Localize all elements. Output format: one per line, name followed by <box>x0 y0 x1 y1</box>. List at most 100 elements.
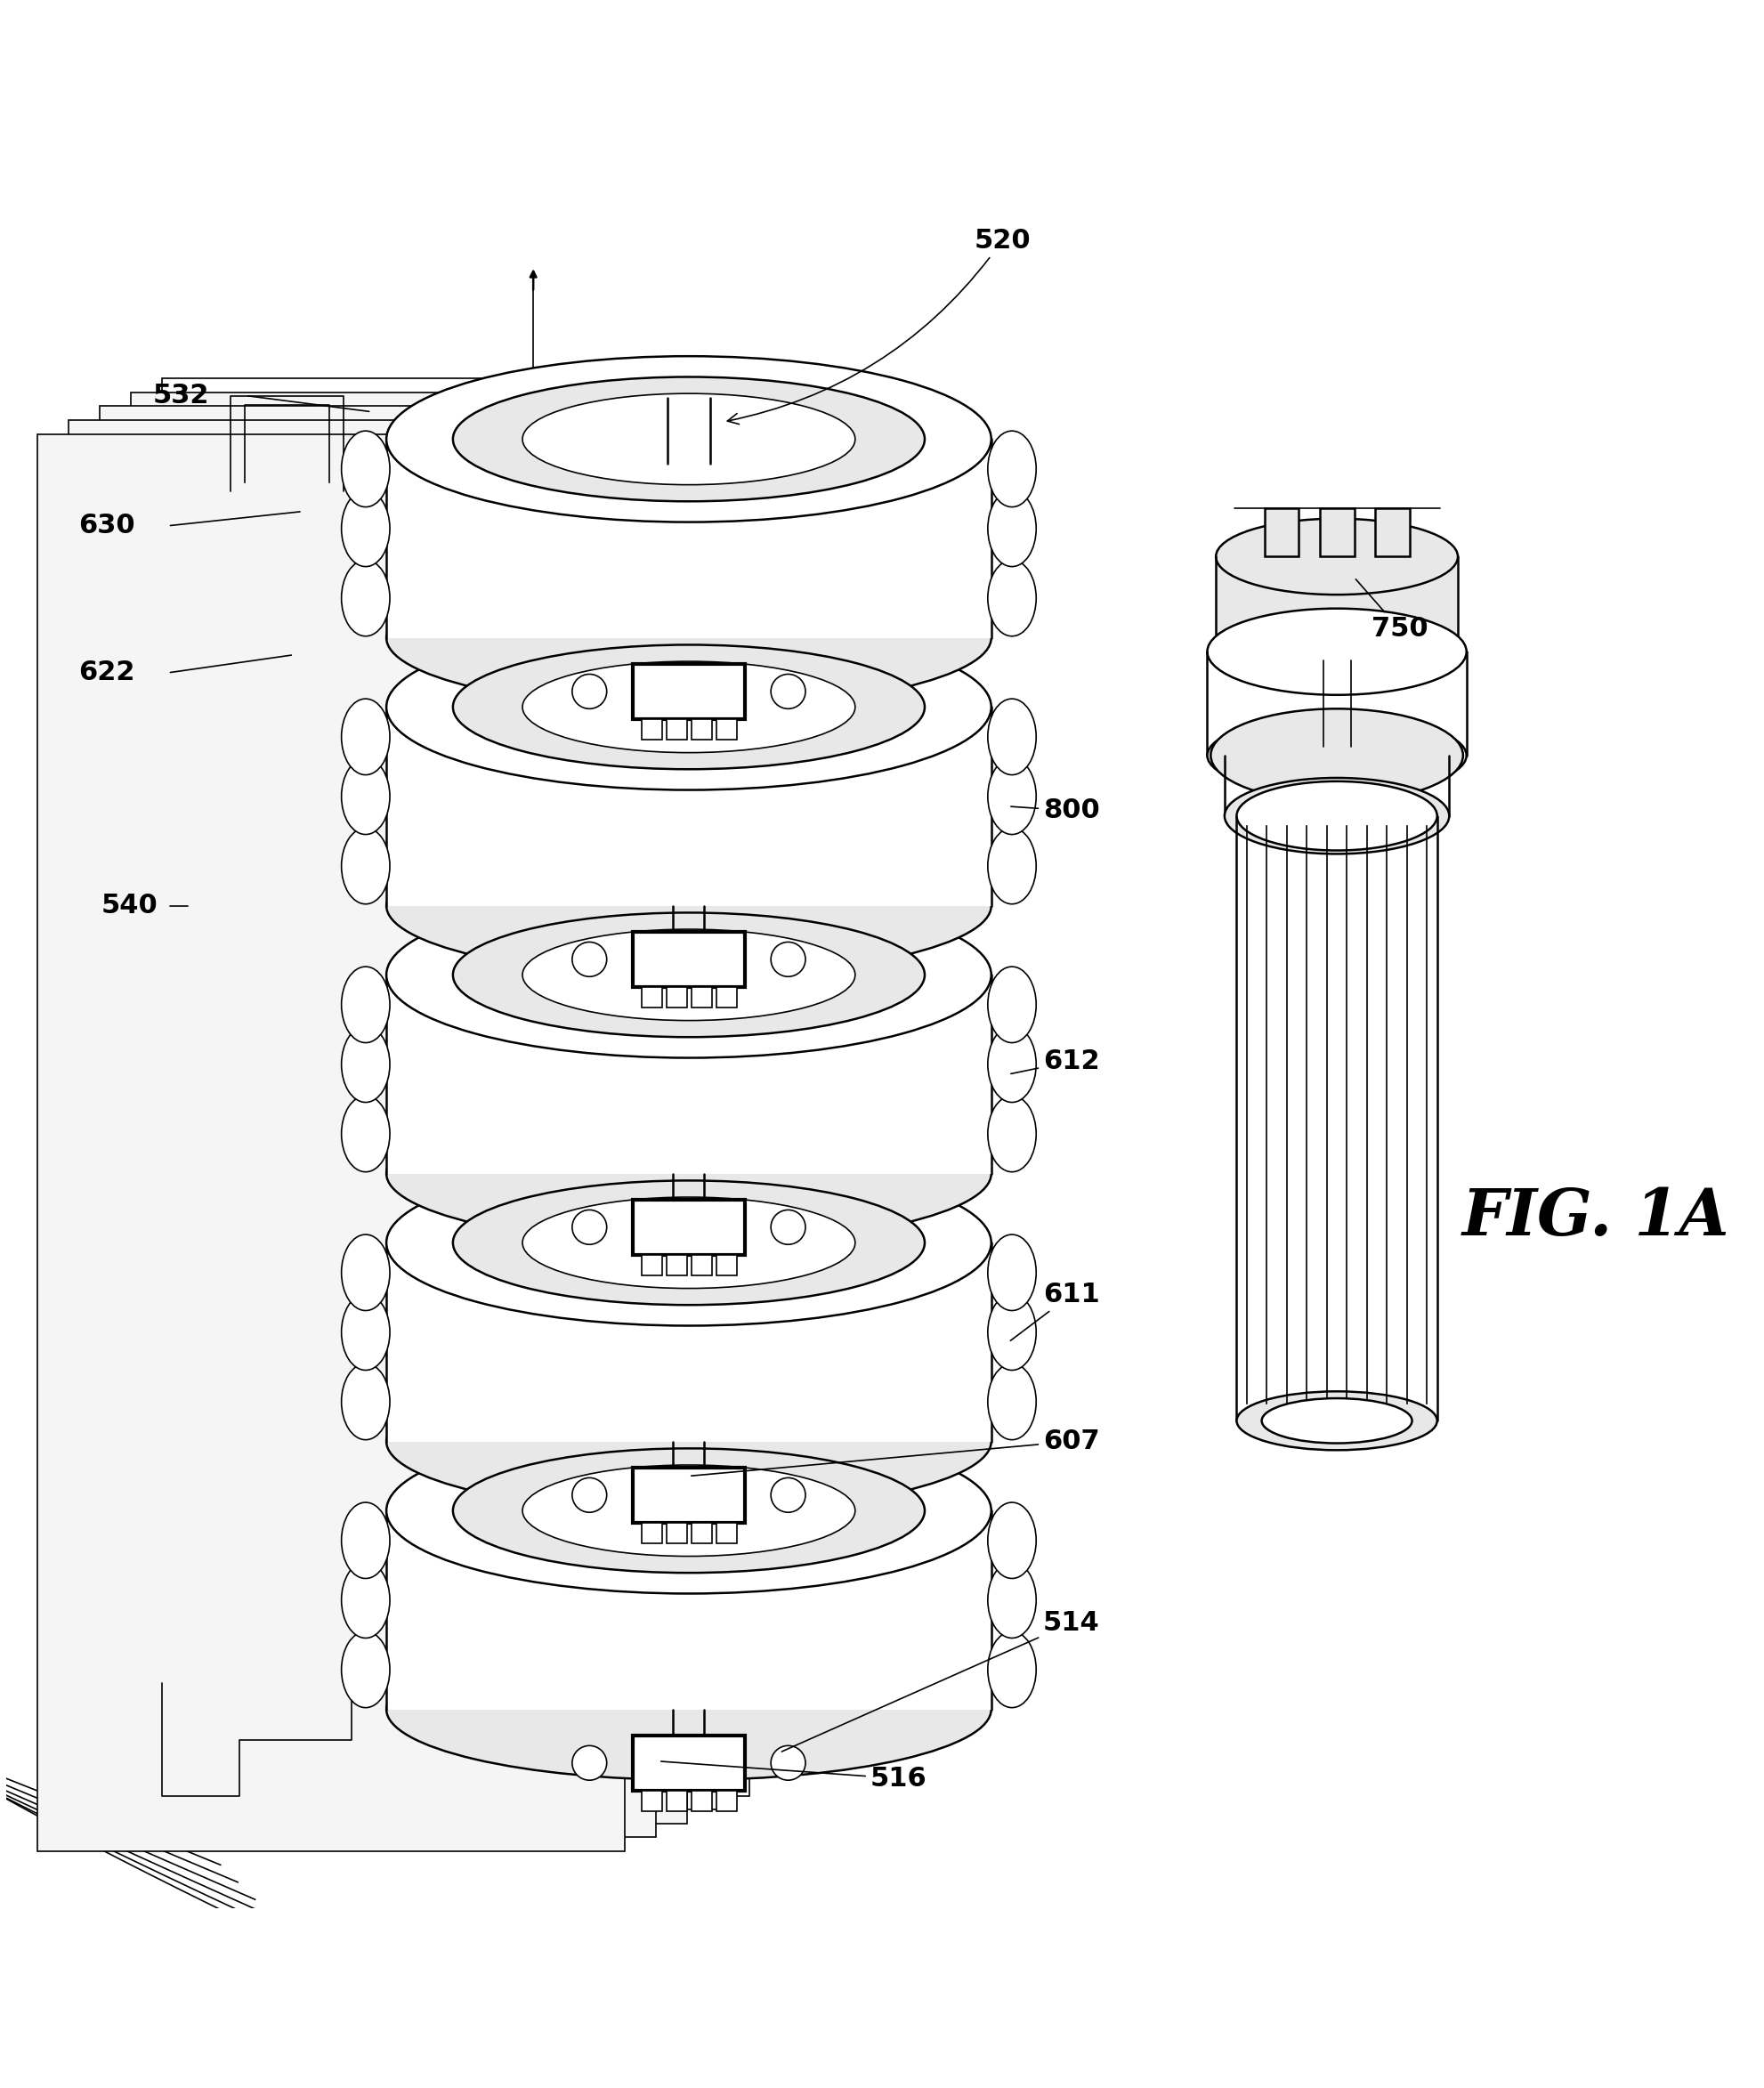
Ellipse shape <box>386 357 991 522</box>
Ellipse shape <box>771 1478 804 1512</box>
Text: 622: 622 <box>79 660 136 685</box>
Ellipse shape <box>572 942 607 977</box>
Bar <box>1263 507 1298 557</box>
Ellipse shape <box>340 699 390 775</box>
Ellipse shape <box>1207 608 1466 695</box>
Ellipse shape <box>988 1631 1035 1708</box>
Ellipse shape <box>340 1503 390 1579</box>
Bar <box>1207 651 1466 756</box>
Ellipse shape <box>340 829 390 904</box>
Ellipse shape <box>340 1562 390 1639</box>
Ellipse shape <box>988 829 1035 904</box>
Text: 630: 630 <box>79 514 136 539</box>
Bar <box>632 931 744 988</box>
Ellipse shape <box>340 1027 390 1102</box>
Ellipse shape <box>522 1196 856 1288</box>
Ellipse shape <box>340 430 390 507</box>
Ellipse shape <box>340 560 390 637</box>
Ellipse shape <box>1207 716 1466 793</box>
Ellipse shape <box>572 1209 607 1244</box>
Bar <box>667 1522 686 1543</box>
Ellipse shape <box>386 1639 991 1779</box>
Bar <box>131 393 718 1810</box>
Text: FIG. 1A: FIG. 1A <box>1462 1186 1729 1249</box>
Ellipse shape <box>340 758 390 835</box>
Bar <box>632 1468 744 1522</box>
Bar <box>632 664 744 718</box>
Bar <box>386 1510 991 1710</box>
Bar <box>1237 816 1436 1420</box>
Bar <box>69 420 656 1837</box>
Bar <box>632 1199 744 1255</box>
Bar <box>716 1792 737 1810</box>
Ellipse shape <box>988 1234 1035 1311</box>
Ellipse shape <box>340 1363 390 1441</box>
Bar <box>386 708 991 906</box>
Ellipse shape <box>988 1503 1035 1579</box>
Ellipse shape <box>1215 518 1457 595</box>
Text: 532: 532 <box>153 382 210 409</box>
Ellipse shape <box>1261 1399 1411 1443</box>
Bar <box>667 718 686 739</box>
Bar <box>716 988 737 1009</box>
Ellipse shape <box>771 1746 804 1781</box>
Ellipse shape <box>572 1478 607 1512</box>
Text: 514: 514 <box>781 1610 1099 1752</box>
Bar <box>716 1522 737 1543</box>
Bar <box>37 434 624 1852</box>
Ellipse shape <box>453 378 924 501</box>
Ellipse shape <box>386 1428 991 1593</box>
Bar <box>640 988 662 1009</box>
Ellipse shape <box>771 1209 804 1244</box>
Bar <box>99 407 686 1823</box>
Ellipse shape <box>340 1295 390 1370</box>
Bar <box>640 1255 662 1276</box>
Bar <box>640 1522 662 1543</box>
Ellipse shape <box>453 1180 924 1305</box>
Ellipse shape <box>522 662 856 752</box>
Ellipse shape <box>572 1746 607 1781</box>
Ellipse shape <box>988 699 1035 775</box>
Bar <box>386 1242 991 1441</box>
Ellipse shape <box>386 835 991 977</box>
Bar <box>640 1792 662 1810</box>
Ellipse shape <box>386 624 991 789</box>
Bar <box>716 718 737 739</box>
Text: 800: 800 <box>1011 798 1099 823</box>
Ellipse shape <box>1237 1391 1436 1451</box>
Ellipse shape <box>988 758 1035 835</box>
Ellipse shape <box>340 491 390 566</box>
Text: 607: 607 <box>691 1428 1099 1476</box>
Bar <box>667 988 686 1009</box>
Ellipse shape <box>988 1363 1035 1441</box>
Bar <box>667 1255 686 1276</box>
Ellipse shape <box>386 568 991 708</box>
Ellipse shape <box>1215 614 1457 689</box>
Ellipse shape <box>988 1295 1035 1370</box>
Ellipse shape <box>1210 708 1462 802</box>
Bar <box>1215 557 1457 651</box>
Ellipse shape <box>386 892 991 1059</box>
Bar <box>691 1255 711 1276</box>
Bar <box>691 1792 711 1810</box>
Text: 516: 516 <box>662 1762 926 1792</box>
Ellipse shape <box>386 1372 991 1512</box>
Bar <box>632 1735 744 1792</box>
Bar <box>386 438 991 637</box>
Ellipse shape <box>988 560 1035 637</box>
Ellipse shape <box>340 967 390 1042</box>
Bar <box>691 718 711 739</box>
Ellipse shape <box>522 929 856 1021</box>
Text: 611: 611 <box>1011 1282 1099 1340</box>
Ellipse shape <box>453 1449 924 1572</box>
Text: 540: 540 <box>101 894 159 919</box>
Ellipse shape <box>771 942 804 977</box>
Ellipse shape <box>386 1159 991 1326</box>
Bar <box>691 988 711 1009</box>
Bar <box>1319 507 1353 557</box>
Text: 520: 520 <box>727 228 1030 424</box>
Ellipse shape <box>522 393 856 484</box>
Ellipse shape <box>988 430 1035 507</box>
Ellipse shape <box>988 967 1035 1042</box>
Text: 612: 612 <box>1011 1048 1099 1073</box>
